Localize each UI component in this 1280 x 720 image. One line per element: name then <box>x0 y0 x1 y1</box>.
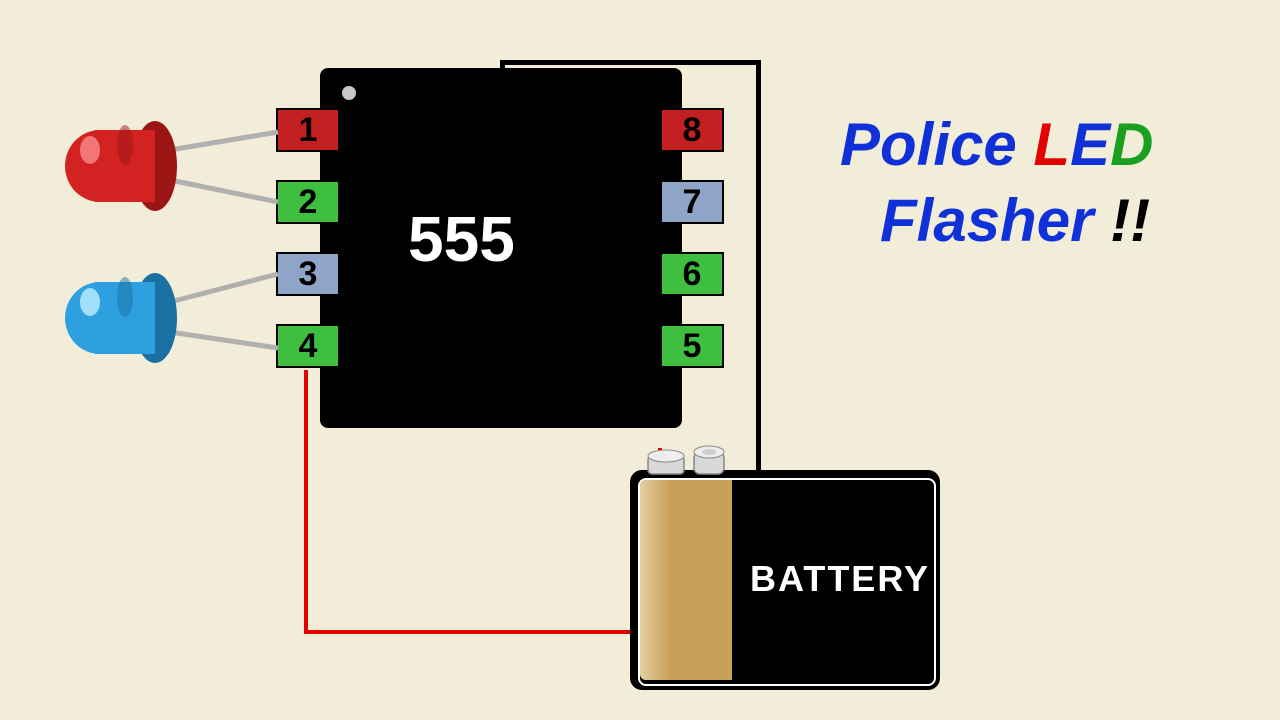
ic-chip-notch <box>342 86 356 100</box>
pin-7: 7 <box>660 180 724 224</box>
title-e: E <box>1070 111 1110 178</box>
wire-red-1 <box>304 630 662 634</box>
ic-chip-label: 555 <box>408 202 515 276</box>
pin-2: 2 <box>276 180 340 224</box>
pin-tab-6 <box>638 259 660 289</box>
pin-6: 6 <box>660 252 724 296</box>
pin-tab-7 <box>638 187 660 217</box>
title-line-1: Police LED <box>840 110 1153 179</box>
wire-red-0 <box>304 370 308 634</box>
pin-tab-2 <box>340 187 362 217</box>
battery-gold-shine <box>640 480 670 680</box>
battery-terminals <box>630 438 750 488</box>
pin-tab-4 <box>340 331 362 361</box>
pin-1: 1 <box>276 108 340 152</box>
led-blue <box>50 252 280 382</box>
pin-4: 4 <box>276 324 340 368</box>
pin-5: 5 <box>660 324 724 368</box>
title-bang: !! <box>1093 187 1150 254</box>
pin-tab-1 <box>340 115 362 145</box>
pin-tab-3 <box>340 259 362 289</box>
wire-black-2 <box>756 60 761 490</box>
title-flasher: Flasher <box>880 187 1093 254</box>
pin-tab-5 <box>638 331 660 361</box>
title-line-2: Flasher !! <box>880 186 1150 255</box>
pin-8: 8 <box>660 108 724 152</box>
wire-black-1 <box>500 60 505 74</box>
pin-3: 3 <box>276 252 340 296</box>
title-police: Police <box>840 111 1033 178</box>
wire-black-0 <box>500 60 760 65</box>
pin-tab-8 <box>638 115 660 145</box>
title-l: L <box>1033 111 1070 178</box>
battery-label: BATTERY <box>750 558 930 600</box>
title-d: D <box>1110 111 1153 178</box>
led-red <box>50 100 280 230</box>
